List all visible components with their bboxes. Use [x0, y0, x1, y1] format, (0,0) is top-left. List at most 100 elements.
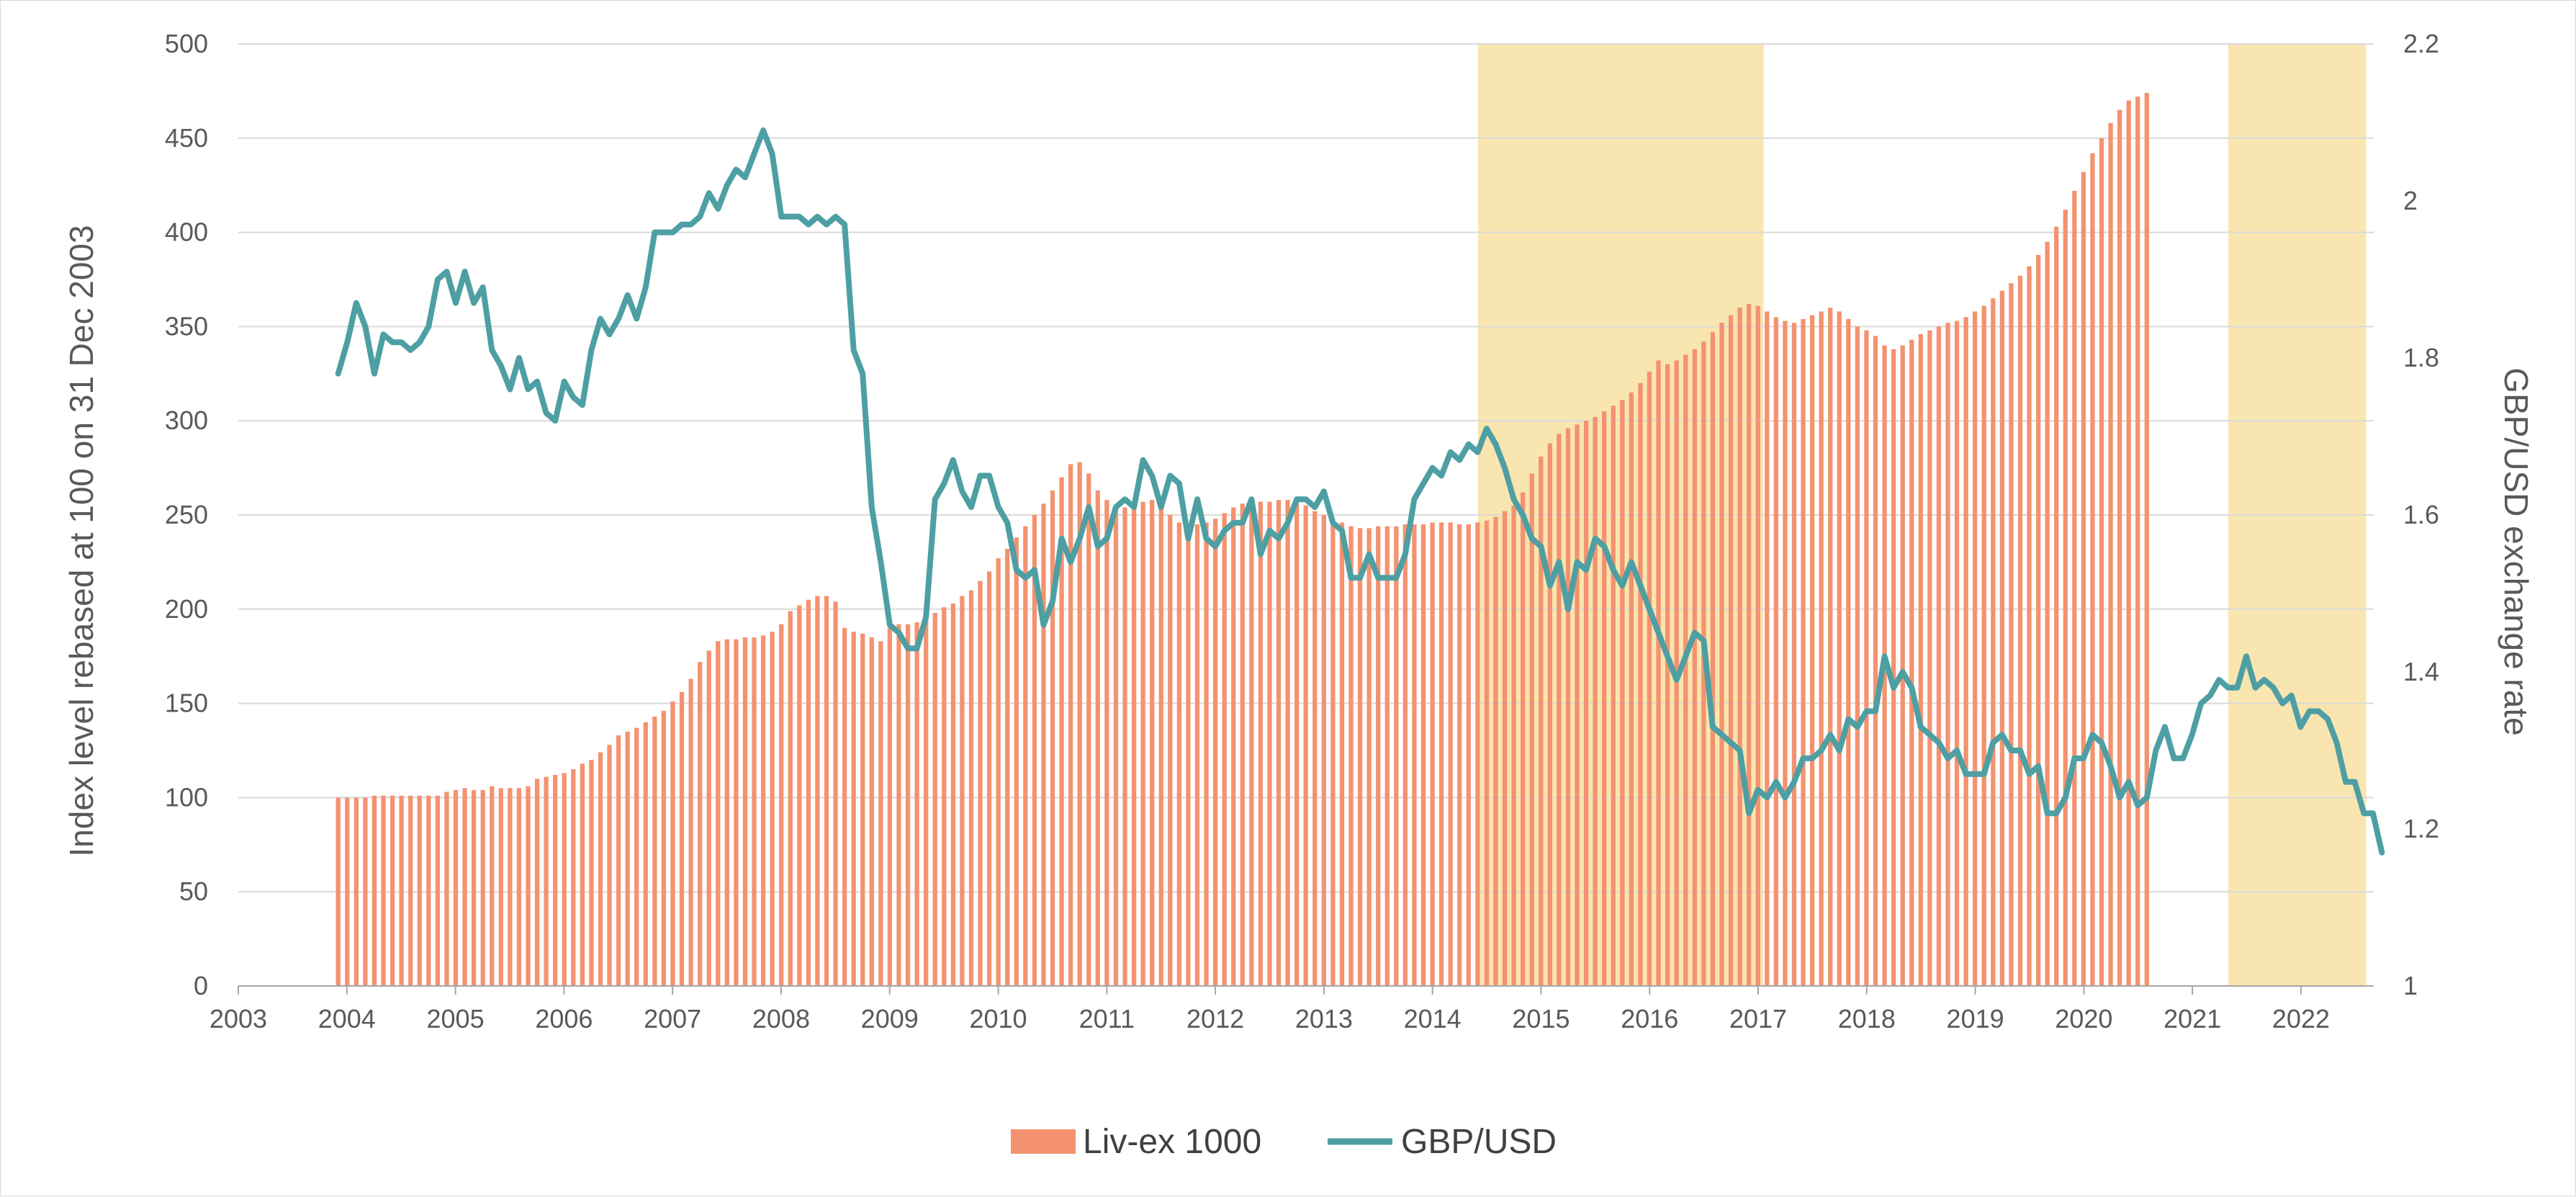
y-tick-label: 150	[165, 689, 208, 718]
liv-ex-1000-bar	[688, 678, 693, 986]
liv-ex-1000-bar	[878, 641, 883, 986]
y2-tick-label: 2.2	[2403, 29, 2439, 58]
x-tick-label: 2018	[1838, 1004, 1896, 1034]
liv-ex-1000-bar	[1773, 317, 1779, 986]
liv-ex-1000-bar	[1855, 326, 1860, 986]
liv-ex-1000-bar	[1502, 511, 1508, 986]
liv-ex-1000-bar	[1629, 392, 1634, 986]
liv-ex-1000-bar	[2090, 153, 2095, 986]
liv-ex-1000-bar	[1828, 308, 1833, 986]
liv-ex-1000-bar	[1122, 507, 1127, 986]
liv-ex-1000-bar	[1376, 526, 1381, 986]
liv-ex-1000-bar	[1276, 500, 1282, 986]
liv-ex-1000-bar	[1041, 503, 1046, 986]
liv-ex-1000-bar	[345, 797, 350, 986]
liv-ex-1000-bar	[571, 769, 576, 986]
liv-ex-1000-bar	[779, 624, 784, 986]
liv-ex-1000-bar	[1402, 524, 1408, 986]
liv-ex-1000-bar	[869, 637, 874, 986]
liv-ex-1000-bar	[1547, 443, 1552, 986]
liv-ex-1000-bar	[833, 601, 838, 986]
liv-ex-1000-bar	[968, 590, 974, 986]
y-tick-label: 300	[165, 405, 208, 435]
liv-ex-1000-bar	[634, 727, 639, 986]
liv-ex-1000-bar	[1719, 323, 1724, 987]
liv-ex-1000-bar	[1104, 500, 1109, 986]
liv-ex-1000-bar	[1176, 522, 1182, 986]
liv-ex-1000-bar	[335, 797, 341, 986]
liv-ex-1000-bar	[399, 795, 404, 986]
liv-ex-1000-bar	[716, 641, 721, 986]
legend-line-label: GBP/USD	[1401, 1123, 1557, 1161]
liv-ex-1000-bar	[1249, 501, 1254, 986]
y-tick-label: 200	[165, 594, 208, 624]
x-tick-label: 2004	[318, 1004, 376, 1034]
liv-ex-1000-bar	[1168, 515, 1173, 986]
liv-ex-1000-bar	[616, 735, 621, 986]
liv-ex-1000-bar	[1846, 318, 1851, 986]
liv-ex-1000-bar	[2081, 171, 2086, 987]
liv-ex-1000-bar	[534, 779, 540, 986]
x-tick-label: 2014	[1404, 1004, 1462, 1034]
liv-ex-1000-bar	[1809, 315, 1815, 987]
x-tick-label: 2011	[1079, 1004, 1135, 1034]
x-tick-label: 2009	[861, 1004, 919, 1034]
liv-ex-1000-bar	[806, 599, 811, 986]
liv-ex-1000-bar	[698, 662, 703, 986]
liv-ex-1000-bar	[2009, 283, 2014, 986]
x-tick-label: 2005	[427, 1004, 485, 1034]
legend-bars-swatch	[1011, 1129, 1076, 1154]
liv-ex-1000-bar	[1638, 382, 1643, 986]
liv-ex-1000-bar	[544, 776, 549, 986]
liv-ex-1000-bar	[1620, 400, 1625, 986]
liv-ex-1000-bar	[1611, 405, 1616, 986]
liv-ex-1000-bar	[1330, 519, 1336, 986]
y-axis-title: Index level rebased at 100 on 31 Dec 200…	[63, 225, 100, 856]
liv-ex-1000-bar	[842, 627, 847, 986]
liv-ex-1000-bar	[607, 745, 612, 986]
liv-ex-1000-bar	[1204, 522, 1209, 986]
y2-tick-label: 1.8	[2403, 343, 2439, 372]
liv-ex-1000-bar	[1095, 490, 1100, 986]
liv-ex-1000-bar	[1728, 315, 1734, 987]
liv-ex-1000-bar	[1412, 524, 1417, 986]
liv-ex-1000-bar	[426, 795, 431, 986]
liv-ex-1000-bar	[724, 639, 729, 986]
liv-ex-1000-bar	[1593, 416, 1598, 986]
y2-tick-label: 1.2	[2403, 814, 2439, 843]
legend-bars-label: Liv-ex 1000	[1083, 1123, 1261, 1161]
gridlines	[238, 43, 2374, 987]
liv-ex-1000-bar	[1529, 473, 1534, 986]
liv-ex-1000-bar	[1186, 524, 1191, 986]
liv-ex-1000-bar	[1973, 311, 1978, 986]
liv-ex-1000-bar	[860, 633, 865, 986]
y-tick-label: 500	[165, 29, 208, 58]
x-tick-label: 2008	[752, 1004, 810, 1034]
liv-ex-1000-bar	[498, 788, 503, 986]
x-tick-label: 2007	[644, 1004, 701, 1034]
liv-ex-1000-bar	[1683, 354, 1688, 986]
liv-ex-1000-bar	[1837, 311, 1842, 986]
liv-ex-1000-bar	[661, 711, 667, 986]
liv-ex-1000-bar	[734, 639, 739, 986]
liv-ex-1000-bar	[1086, 473, 1091, 986]
liv-ex-1000-bar	[589, 760, 594, 986]
liv-ex-1000-bar	[2072, 191, 2077, 987]
liv-ex-1000-bar	[363, 797, 368, 986]
liv-ex-1000-bar	[417, 795, 422, 986]
liv-ex-1000-bar	[2126, 100, 2131, 987]
liv-ex-1000-bar	[1113, 505, 1119, 986]
liv-ex-1000-bar	[824, 596, 829, 986]
liv-ex-1000-bar	[1475, 522, 1480, 986]
liv-ex-1000-bar	[932, 613, 937, 986]
liv-ex-1000-bar	[1258, 501, 1264, 986]
liv-ex-1000-bar	[1647, 372, 1652, 986]
y2-tick-label: 1.4	[2403, 657, 2439, 686]
liv-ex-1000-bar	[1710, 332, 1716, 986]
liv-ex-1000-bar	[1285, 500, 1290, 986]
liv-ex-1000-bar	[1222, 513, 1227, 986]
liv-ex-1000-bar	[752, 637, 757, 986]
liv-ex-1000-bar	[1511, 505, 1516, 986]
liv-ex-1000-bar	[1737, 308, 1742, 986]
liv-ex-1000-bar	[1231, 507, 1236, 986]
